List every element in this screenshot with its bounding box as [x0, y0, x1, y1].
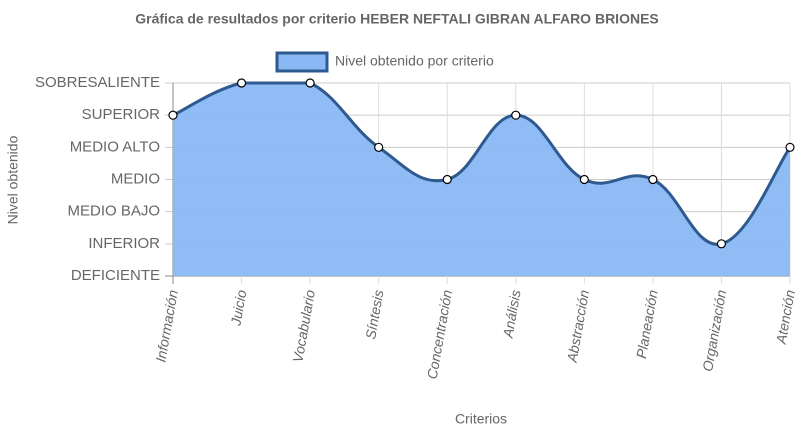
x-tick-label: Concentración — [424, 288, 455, 380]
x-tick-label: Atención — [772, 288, 795, 346]
point — [579, 174, 589, 185]
point — [716, 239, 727, 249]
x-tick-label: Información — [152, 288, 180, 363]
point — [168, 110, 178, 120]
point — [648, 174, 658, 185]
y-tick-label: INFERIOR — [88, 235, 160, 252]
y-tick-label: DEFICIENTE — [71, 267, 160, 284]
x-tick-label: Organización — [699, 288, 729, 372]
y-tick-label: MEDIO ALTO — [70, 138, 160, 155]
point — [374, 142, 384, 152]
x-tick-label: Juicio — [227, 288, 249, 327]
point — [511, 110, 521, 120]
x-tick-label: Síntesis — [362, 289, 386, 341]
y-tick-label: SOBRESALIENTE — [35, 74, 160, 91]
area — [173, 83, 790, 276]
point — [785, 142, 795, 152]
line — [172, 81, 792, 246]
y-tick-label: SUPERIOR — [82, 106, 161, 123]
x-tick-label: Vocabulario — [289, 288, 318, 363]
y-tick-label: MEDIO BAJO — [67, 203, 160, 220]
y-axis-title: Nivel obtenido — [5, 135, 21, 224]
point — [442, 174, 452, 185]
x-tick-label: Planeación — [633, 288, 661, 359]
y-tick-label: MEDIO — [111, 170, 160, 187]
chart-title: Gráfica de resultados por criterio HEBER… — [135, 11, 659, 27]
legend-swatch — [275, 51, 329, 73]
legend-label: Nivel obtenido por criterio — [335, 53, 494, 69]
x-tick-label: Análisis — [499, 289, 523, 340]
x-tick-label: Abstracción — [564, 288, 593, 364]
point — [305, 78, 315, 88]
x-axis-title: Criterios — [455, 411, 507, 427]
point — [236, 78, 247, 88]
